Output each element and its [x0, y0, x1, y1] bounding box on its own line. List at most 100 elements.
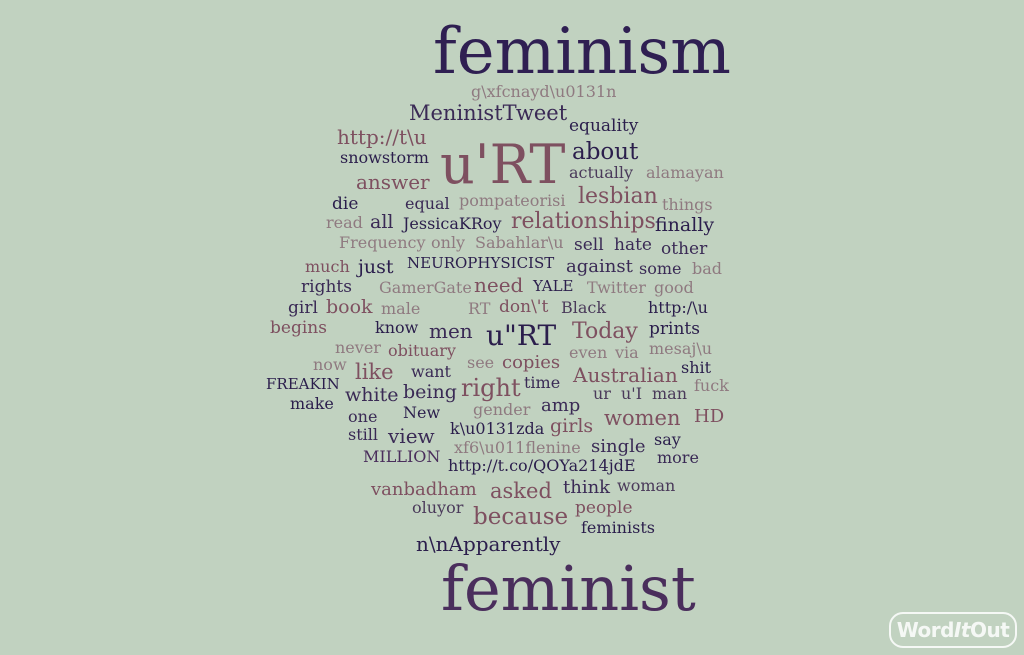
cloud-word: mesaj\u	[649, 339, 713, 358]
cloud-word: like	[355, 360, 394, 384]
cloud-word: still	[348, 425, 378, 444]
logo-text-word: Word	[896, 618, 955, 642]
cloud-word: begins	[270, 318, 327, 338]
cloud-word: k\u0131zda	[450, 419, 545, 438]
cloud-word: JessicaKRoy	[403, 214, 502, 233]
cloud-word: Australian	[573, 363, 678, 387]
cloud-word: all	[370, 211, 394, 233]
cloud-word: finally	[655, 214, 715, 236]
cloud-word: g\xfcnayd\u0131n	[471, 82, 617, 101]
cloud-word: just	[358, 256, 394, 278]
cloud-word: Frequency	[339, 233, 426, 252]
cloud-word: feminism	[433, 15, 731, 89]
cloud-word: now	[313, 355, 347, 374]
cloud-word: hate	[614, 235, 652, 255]
cloud-word: book	[326, 296, 373, 318]
wordItOut-logo[interactable]: Word It Out	[889, 612, 1017, 648]
cloud-word: FREAKIN	[266, 375, 340, 393]
logo-text-out: Out	[969, 618, 1010, 642]
cloud-word: one	[348, 407, 378, 426]
cloud-word: some	[639, 259, 682, 278]
cloud-word: other	[661, 239, 708, 259]
cloud-word: amp	[541, 395, 581, 416]
cloud-word: view	[388, 424, 435, 448]
cloud-word: actually	[569, 163, 634, 182]
cloud-word: Sabahlar\u	[475, 233, 564, 252]
cloud-word: prints	[649, 319, 700, 339]
cloud-word: asked	[490, 479, 552, 503]
cloud-word: man	[652, 384, 688, 403]
cloud-word: equality	[569, 116, 639, 136]
cloud-word: white	[345, 384, 399, 406]
cloud-word: know	[375, 318, 419, 337]
cloud-word: need	[474, 273, 524, 297]
cloud-word: even	[569, 343, 608, 362]
cloud-word: don\'t	[499, 297, 549, 317]
cloud-word: good	[654, 278, 694, 297]
cloud-word: girl	[288, 298, 318, 318]
cloud-word: New	[403, 403, 441, 422]
cloud-word: about	[572, 139, 639, 165]
cloud-word: MeninistTweet	[409, 101, 568, 125]
cloud-word: HD	[694, 406, 725, 427]
cloud-word: fuck	[694, 376, 729, 395]
cloud-word: bad	[692, 259, 723, 278]
cloud-word: single	[591, 436, 646, 457]
cloud-word: want	[411, 362, 451, 381]
cloud-word: sell	[574, 235, 604, 255]
cloud-word: male	[381, 299, 421, 318]
cloud-word: things	[662, 195, 713, 214]
cloud-word: u'I	[621, 384, 643, 403]
cloud-word: via	[615, 343, 639, 362]
cloud-word: Today	[572, 319, 638, 344]
cloud-word: gender	[473, 400, 531, 419]
cloud-word: feminists	[581, 518, 655, 537]
cloud-word: http://t.co/QOYa214jdE	[448, 456, 636, 475]
cloud-word: women	[604, 406, 681, 430]
cloud-word: time	[524, 373, 561, 392]
cloud-word: Black	[561, 298, 607, 317]
cloud-word: NEUROPHYSICIST	[407, 254, 555, 272]
cloud-word: GamerGate	[379, 278, 472, 297]
cloud-word: snowstorm	[340, 148, 429, 167]
cloud-word: http://t\u	[337, 125, 427, 149]
cloud-word: u"RT	[486, 319, 557, 352]
cloud-word: vanbadham	[371, 479, 477, 500]
cloud-word: think	[563, 477, 611, 498]
cloud-word: alamayan	[646, 163, 724, 182]
cloud-word: woman	[617, 476, 676, 495]
cloud-word: see	[467, 353, 495, 372]
cloud-word: read	[326, 213, 363, 232]
cloud-word: xf6\u011flenine	[454, 438, 581, 457]
cloud-word: lesbian	[578, 184, 658, 209]
cloud-word: shit	[681, 358, 712, 377]
cloud-word: much	[305, 257, 350, 276]
cloud-word: u'RT	[440, 133, 566, 196]
cloud-word: girls	[550, 415, 594, 437]
cloud-word: rights	[301, 277, 352, 297]
cloud-word: being	[403, 381, 457, 403]
cloud-word: more	[657, 448, 699, 467]
cloud-word: MILLION	[363, 447, 441, 466]
cloud-word: n\nApparently	[416, 532, 561, 556]
cloud-word: equal	[405, 194, 450, 213]
cloud-word: because	[473, 504, 569, 530]
cloud-word: men	[429, 319, 473, 343]
cloud-word: say	[654, 430, 681, 449]
cloud-word: make	[290, 394, 334, 413]
cloud-word: answer	[356, 170, 430, 194]
logo-text-it: It	[953, 618, 971, 642]
cloud-word: oluyor	[412, 498, 464, 517]
cloud-word: right	[461, 374, 521, 402]
cloud-word: against	[566, 256, 633, 277]
cloud-word: only	[431, 233, 466, 252]
cloud-word: obituary	[388, 341, 456, 360]
cloud-word: relationships	[511, 209, 656, 234]
cloud-word: never	[335, 338, 381, 357]
cloud-word: die	[332, 194, 359, 214]
cloud-word: pompateorisi	[459, 191, 566, 210]
cloud-word: YALE	[533, 277, 574, 295]
cloud-word: Twitter	[587, 278, 646, 297]
cloud-word: ur	[593, 384, 611, 403]
